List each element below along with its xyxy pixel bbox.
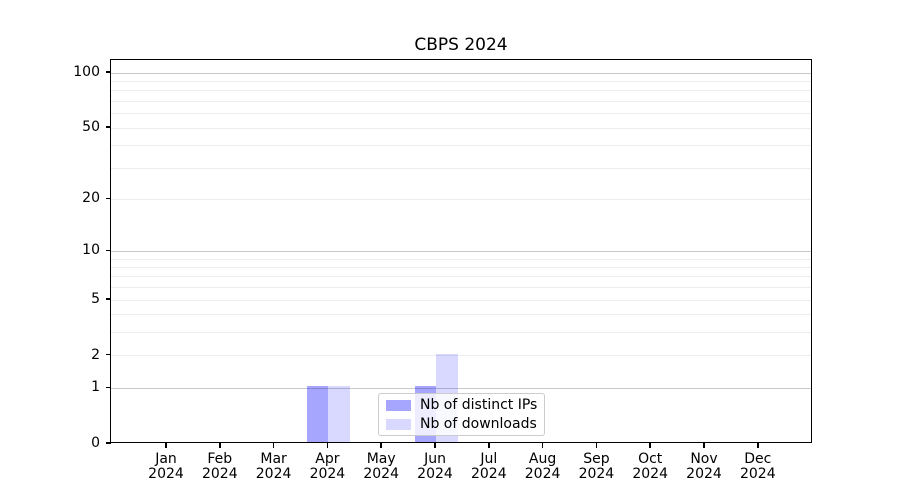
minor-gridline [111,276,811,278]
y-tick-label: 5 [91,291,100,308]
x-tick-mark [541,443,544,448]
chart-title: CBPS 2024 [414,35,508,55]
x-tick-year: 2024 [632,466,668,482]
minor-gridline [111,355,811,357]
minor-gridline [111,287,811,289]
y-tick-mark [105,249,111,252]
x-tick-month: Oct [638,451,663,467]
x-tick-month: Jul [480,451,498,467]
y-tick-label: 1 [91,379,100,396]
legend-swatch-distinct-ips [386,399,411,411]
minor-gridline [111,266,811,268]
x-tick-month: May [366,451,396,467]
y-tick-label: 20 [82,190,100,207]
x-tick-year: 2024 [148,466,184,482]
x-tick-label: Nov 2024 [672,452,736,482]
y-tick-mark [105,71,111,73]
x-tick-label: May 2024 [349,452,413,482]
x-tick-label: Apr 2024 [295,452,359,482]
x-tick-month: Mar [260,451,287,467]
y-tick-label: 100 [73,64,100,81]
x-tick-mark [165,443,167,448]
x-tick-mark [219,443,221,448]
x-tick-month: Apr [315,451,340,467]
legend: Nb of distinct IPs Nb of downloads [378,393,545,436]
minor-gridline [111,90,811,92]
x-tick-mark [757,443,759,448]
legend-row: Nb of distinct IPs [386,397,537,413]
minor-gridline [111,314,811,316]
x-tick-year: 2024 [363,466,399,482]
x-tick-label: Aug 2024 [511,452,575,482]
x-tick-label: Jul 2024 [457,452,521,482]
x-tick-year: 2024 [417,466,453,482]
x-tick-month: Jun [424,451,446,467]
minor-gridline [111,81,811,83]
x-tick-label: Dec 2024 [726,452,790,482]
x-tick-month: Feb [207,451,233,467]
x-tick-mark [595,443,598,448]
x-tick-year: 2024 [686,466,722,482]
x-tick-month: Nov [690,451,718,467]
bar-downloads [328,386,350,442]
x-tick-mark [380,443,382,448]
x-tick-mark [272,443,275,448]
y-tick-mark [105,126,111,128]
minor-gridline [111,167,811,169]
x-tick-month: Aug [528,451,557,467]
x-tick-year: 2024 [201,466,238,482]
y-tick-mark [105,197,111,200]
x-tick-month: Sep [583,451,610,467]
y-tick-mark [105,298,111,300]
x-tick-mark [649,443,651,448]
minor-gridline [111,258,811,260]
y-tick-label: 50 [82,119,100,136]
minor-gridline [111,332,811,334]
y-tick-label: 0 [91,435,100,451]
minor-gridline [111,299,811,301]
legend-label: Nb of downloads [420,416,537,432]
x-tick-label: Jun 2024 [403,452,467,482]
legend-row: Nb of downloads [386,416,537,432]
bar-distinct-ips [306,386,329,442]
legend-label: Nb of distinct IPs [420,397,538,413]
minor-gridline [111,101,811,103]
minor-gridline [111,113,811,115]
y-tick-mark [105,386,111,389]
x-tick-year: 2024 [524,466,561,482]
major-gridline [111,250,811,252]
y-tick-mark [105,442,111,444]
x-tick-year: 2024 [578,466,615,482]
y-tick-label: 2 [91,346,100,363]
major-gridline [111,72,811,74]
legend-swatch-downloads [386,418,411,430]
major-gridline [111,387,811,389]
minor-gridline [111,198,811,200]
y-tick-label: 10 [82,242,100,259]
x-tick-year: 2024 [309,466,346,482]
minor-gridline [111,145,811,147]
x-tick-month: Dec [744,451,772,467]
x-tick-year: 2024 [739,466,776,482]
x-tick-label: Sep 2024 [564,452,628,482]
x-tick-label: Oct 2024 [618,452,682,482]
x-tick-year: 2024 [470,466,507,482]
y-tick-mark [105,353,111,356]
x-tick-mark [703,443,705,448]
x-tick-year: 2024 [255,466,292,482]
x-tick-label: Mar 2024 [242,452,306,482]
x-tick-month: Jan [155,451,177,467]
x-tick-mark [488,443,490,448]
x-tick-mark [326,443,329,448]
minor-gridline [111,127,811,129]
x-tick-label: Feb 2024 [188,452,252,482]
x-tick-mark [434,443,436,448]
plot-area [110,59,812,443]
x-tick-label: Jan 2024 [134,452,198,482]
